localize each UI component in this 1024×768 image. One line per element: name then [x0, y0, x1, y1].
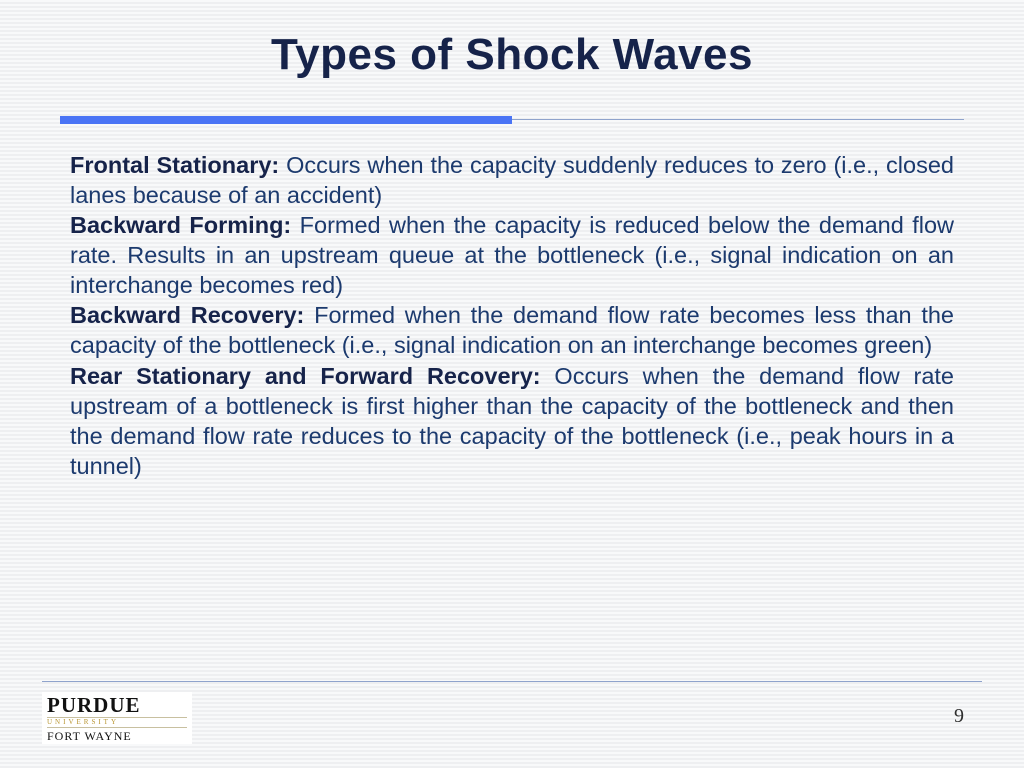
logo-line3: FORT WAYNE [47, 730, 187, 742]
slide: Types of Shock Waves Frontal Stationary:… [0, 0, 1024, 768]
list-item: Frontal Stationary: Occurs when the capa… [70, 150, 954, 210]
logo-line1: PURDUE [47, 695, 187, 716]
item-label: Rear Stationary and Forward Recovery: [70, 363, 541, 389]
item-label: Backward Forming: [70, 212, 291, 238]
institution-logo: PURDUE UNIVERSITY FORT WAYNE [42, 692, 192, 744]
list-item: Rear Stationary and Forward Recovery: Oc… [70, 361, 954, 481]
divider-thick [60, 116, 512, 124]
slide-title: Types of Shock Waves [60, 30, 964, 80]
list-item: Backward Forming: Formed when the capaci… [70, 210, 954, 300]
item-label: Backward Recovery: [70, 302, 304, 328]
item-label: Frontal Stationary: [70, 152, 279, 178]
divider-thin [512, 119, 964, 120]
page-number: 9 [954, 705, 964, 728]
list-item: Backward Recovery: Formed when the deman… [70, 300, 954, 360]
title-divider [60, 116, 964, 126]
content-body: Frontal Stationary: Occurs when the capa… [60, 150, 964, 481]
logo-line2: UNIVERSITY [47, 717, 187, 728]
footer-divider [42, 681, 982, 682]
